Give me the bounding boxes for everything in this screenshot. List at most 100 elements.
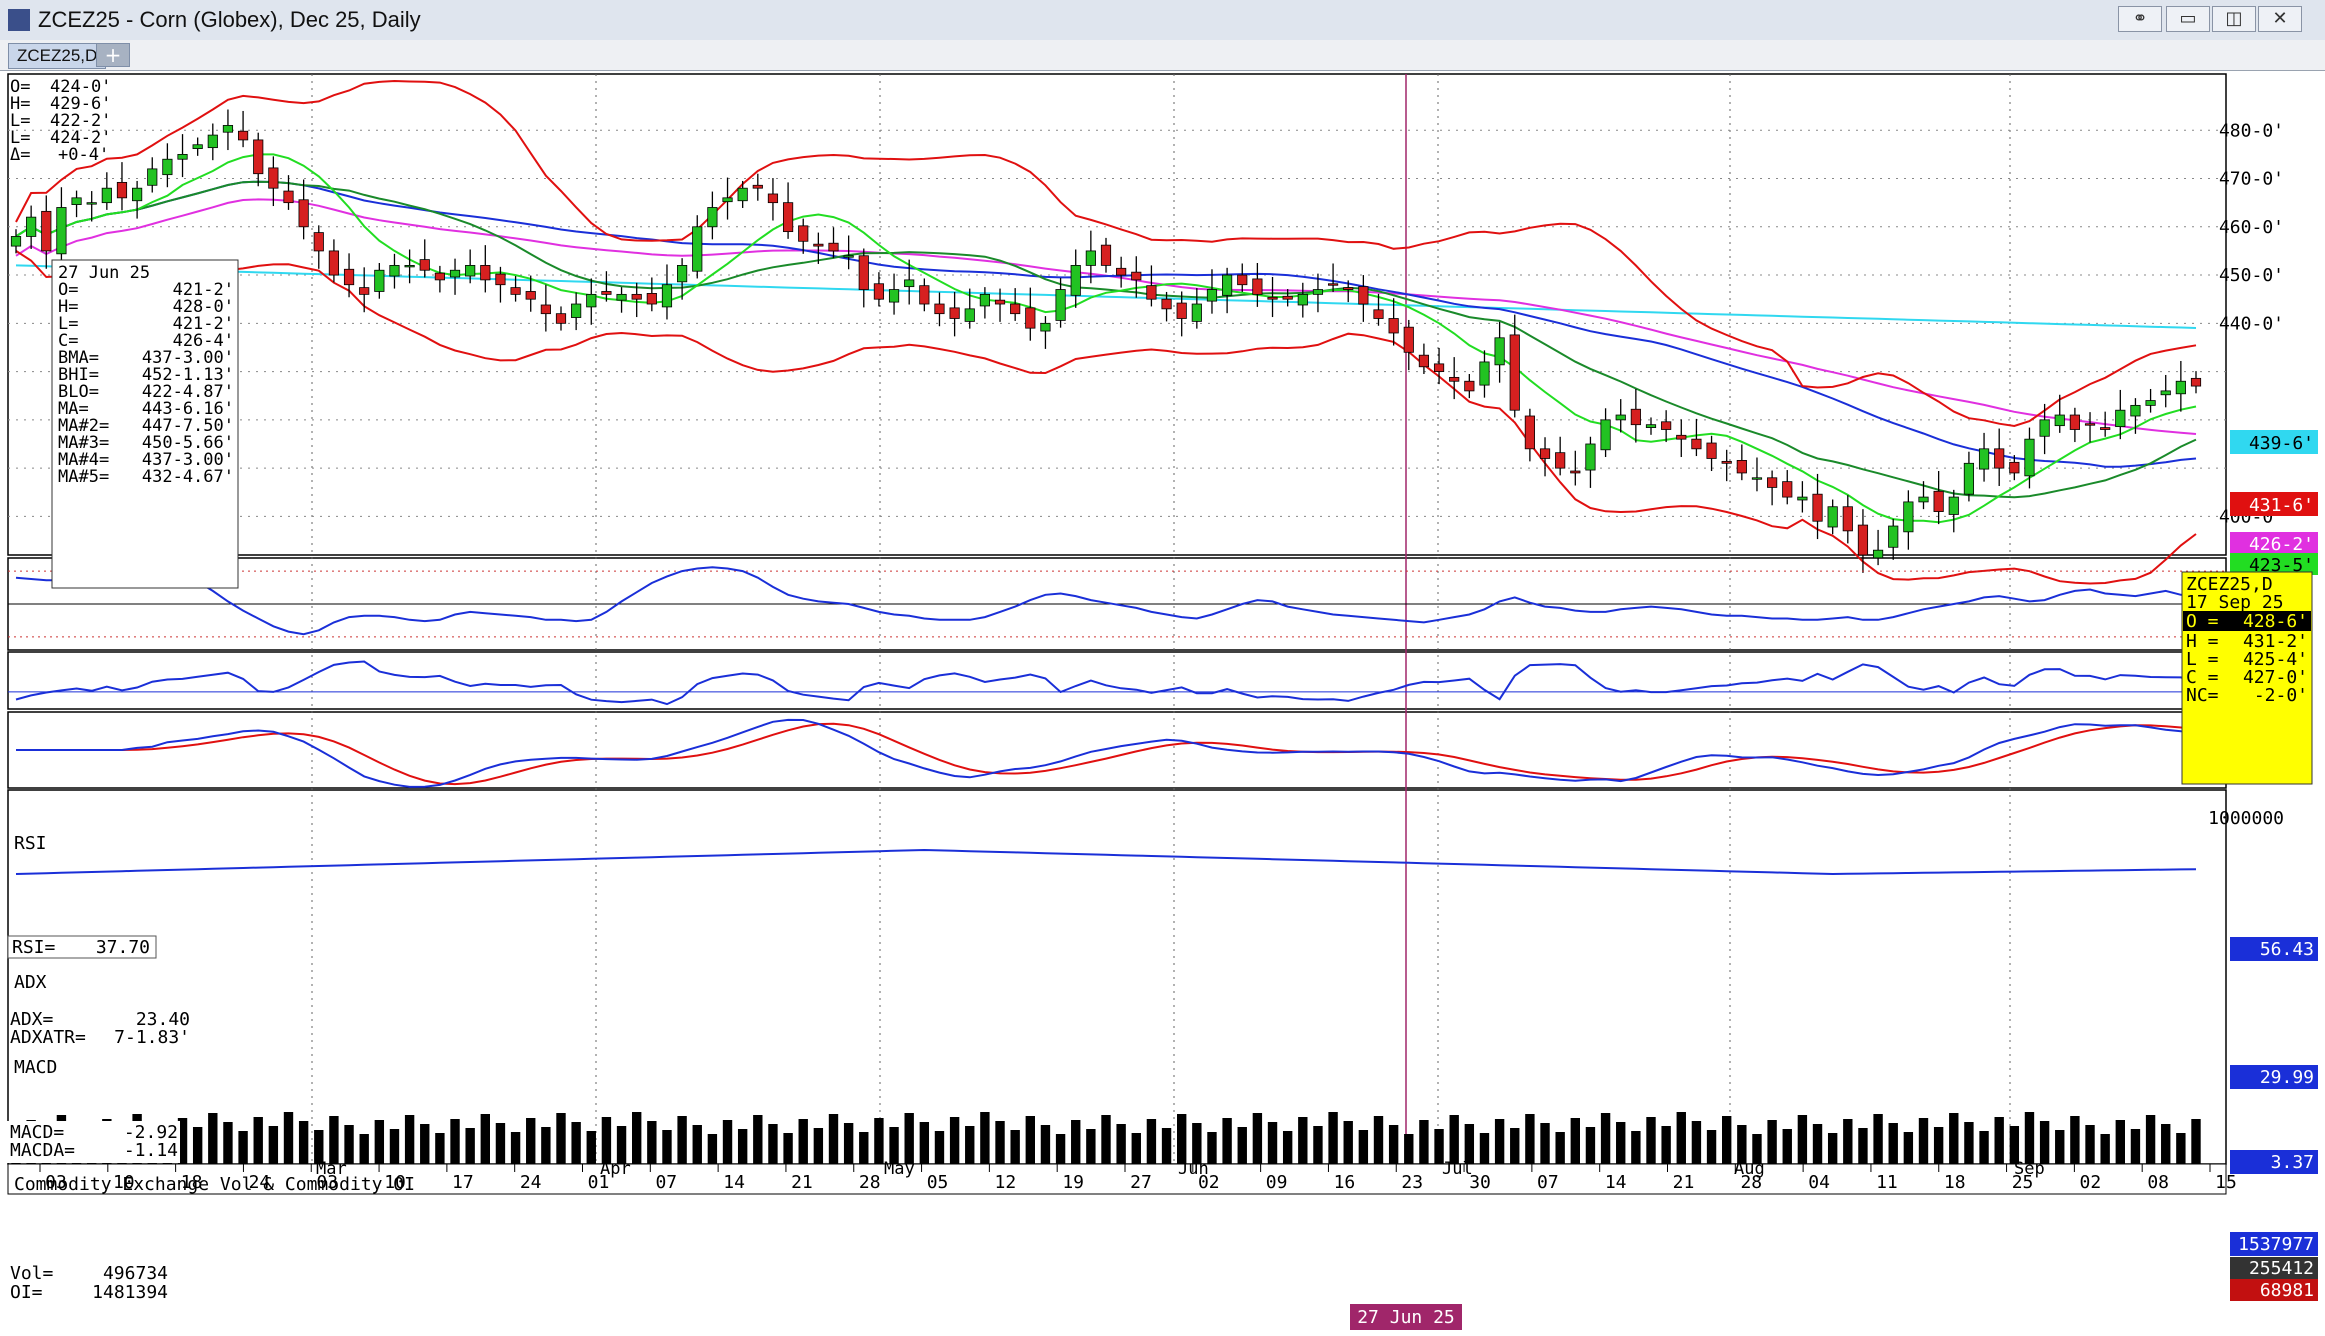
tab-zcez25[interactable]: ZCEZ25,D	[8, 43, 107, 69]
candle-body	[1903, 501, 1914, 533]
volume-bar	[1933, 1127, 1944, 1164]
svg-text:437-3.00': 437-3.00'	[142, 348, 234, 368]
close-button[interactable]: ✕	[2258, 6, 2302, 32]
rsi-readout-value: 37.70	[96, 937, 150, 958]
day-tick-label: 21	[791, 1172, 813, 1193]
volume-bar	[1676, 1112, 1686, 1164]
svg-text:17 Sep 25: 17 Sep 25	[2186, 592, 2284, 613]
link-icon[interactable]: ⚭	[2118, 6, 2162, 32]
candle-body	[813, 243, 824, 247]
volume-bar	[904, 1113, 914, 1164]
tag-vol-a: 255412	[2249, 1258, 2314, 1279]
volume-bar	[1464, 1124, 1475, 1164]
volume-bar	[253, 1117, 263, 1164]
candle-body	[1872, 549, 1884, 559]
candle-body	[1116, 267, 1127, 276]
maximize-button[interactable]: ◫	[2212, 6, 2256, 32]
volume-bar	[450, 1119, 460, 1164]
month-label: Apr	[600, 1159, 631, 1179]
tag-macd: 3.37	[2271, 1152, 2314, 1173]
volume-title: Commodity Exchange Vol & Commodity OI	[14, 1174, 415, 1195]
candle-body	[1691, 438, 1702, 450]
day-tick-label: 10	[113, 1172, 135, 1193]
volume-bar	[420, 1124, 430, 1164]
svg-text:NC=: NC=	[2186, 685, 2219, 706]
candle-body	[1055, 289, 1066, 321]
vol-readout-value: 496734	[103, 1263, 168, 1284]
volume-bar	[2085, 1125, 2095, 1164]
day-tick-label: 25	[2012, 1172, 2034, 1193]
candle-body	[1812, 493, 1823, 522]
month-label: Jul	[1442, 1159, 1473, 1179]
volume-bar	[1994, 1117, 2004, 1164]
candle-body	[298, 199, 309, 228]
day-tick-label: 08	[2147, 1172, 2169, 1193]
svg-text:ADX=: ADX=	[10, 1009, 54, 1030]
candle-body	[601, 291, 612, 295]
candle-body	[1206, 289, 1218, 302]
candle-body	[313, 232, 324, 252]
candle-body	[677, 265, 688, 283]
add-tab-button[interactable]: +	[96, 43, 130, 67]
candle-body	[465, 265, 476, 277]
day-tick-label: 04	[1808, 1172, 1830, 1193]
svg-text:MA#2=: MA#2=	[58, 416, 109, 436]
svg-text:437-3.00': 437-3.00'	[142, 450, 234, 470]
candle-body	[752, 184, 763, 189]
volume-bar	[980, 1112, 990, 1164]
svg-text:MACDA=: MACDA=	[10, 1140, 75, 1161]
candle-body	[737, 187, 748, 202]
day-tick-label: 15	[2215, 1172, 2237, 1193]
volume-bar	[2070, 1116, 2080, 1164]
candle-body	[1403, 326, 1414, 353]
day-tick-label: 24	[520, 1172, 542, 1193]
candle-body	[1842, 506, 1853, 532]
candle-body	[979, 293, 990, 307]
svg-text:422-4.87': 422-4.87'	[142, 382, 234, 402]
candle-body	[374, 269, 385, 292]
candle-body	[692, 226, 703, 272]
candle-body	[1085, 250, 1096, 266]
volume-bar	[1782, 1129, 1792, 1164]
candle-body	[1706, 442, 1717, 459]
volume-bar	[1858, 1128, 1868, 1164]
volume-bar	[1010, 1130, 1020, 1164]
volume-bar	[1237, 1127, 1247, 1164]
volume-bar	[2039, 1121, 2050, 1164]
svg-text:452-1.13': 452-1.13'	[142, 365, 234, 385]
candle-body	[1222, 274, 1233, 296]
candle-body	[1827, 506, 1838, 528]
volume-bar	[2161, 1124, 2171, 1164]
candle-body	[1509, 334, 1520, 411]
volume-bar	[495, 1123, 506, 1164]
chart-area[interactable]: 75502540201050-5-101000000 480-0'470-0'4…	[0, 72, 2325, 1336]
volume-bar	[1737, 1125, 1747, 1164]
adxatr-readout-value: 7-1.83'	[114, 1027, 190, 1048]
pane-readouts: RSI= 37.70 ADX= 23.40 ADXATR= 7-1.83' MA…	[6, 935, 190, 1303]
readout-change: +0-4'	[58, 145, 109, 165]
volume-bar	[1752, 1134, 1762, 1164]
candle-body	[798, 225, 809, 242]
volume-bar	[1903, 1132, 1914, 1164]
volume-bar	[1116, 1124, 1126, 1164]
svg-text:C=: C=	[58, 331, 78, 351]
volume-bar	[1812, 1124, 1823, 1164]
candle-body	[480, 265, 491, 281]
volume-bar	[374, 1120, 385, 1164]
candle-body	[1888, 525, 1899, 548]
volume-bar	[768, 1124, 778, 1164]
candle-body	[843, 255, 854, 258]
price-tags: 439-6' 431-6' 426-2' 423-5' 56.43 29.99 …	[2230, 430, 2318, 1301]
svg-text:H =: H =	[2186, 631, 2219, 652]
svg-text:BHI=: BHI=	[58, 365, 99, 385]
svg-text:447-7.50': 447-7.50'	[142, 416, 234, 436]
candle-body	[1464, 380, 1475, 392]
volume-bar	[541, 1127, 551, 1164]
svg-text:MA#4=: MA#4=	[58, 450, 109, 470]
candle-body	[1539, 448, 1551, 459]
candle-body	[1312, 289, 1324, 295]
svg-text:431-2': 431-2'	[2243, 631, 2308, 652]
minimize-button[interactable]: ▭	[2166, 6, 2210, 32]
volume-bar	[662, 1130, 672, 1164]
price-overlays	[15, 79, 2197, 585]
